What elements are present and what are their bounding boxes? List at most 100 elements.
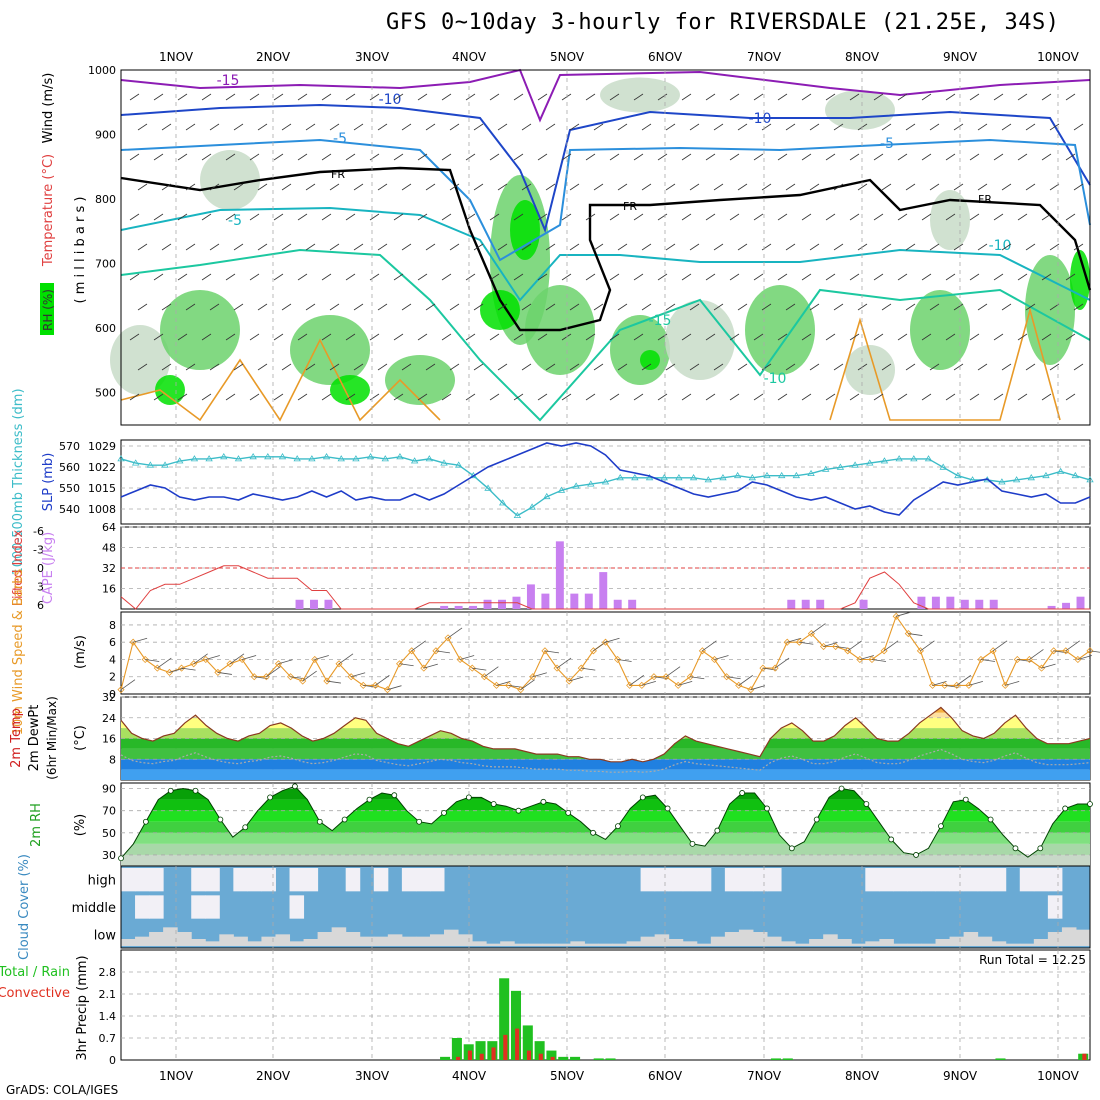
wind-barb: [545, 183, 556, 191]
wind-barb: [377, 243, 388, 251]
cloud-high-clear: [921, 868, 937, 892]
rh-marker: [590, 829, 596, 836]
cloud-low-bar: [767, 936, 782, 946]
wind-barb-10m: [314, 655, 329, 660]
wind-barb: [945, 93, 956, 101]
cloud-low-bar: [598, 943, 614, 946]
wind-barb: [497, 363, 508, 371]
cloud-middle-clear: [135, 895, 150, 919]
wind-barb: [857, 243, 868, 251]
wind-barb: [609, 93, 620, 101]
wind-barb: [849, 93, 860, 101]
rh-line: [120, 785, 1090, 859]
cloud-high-clear: [935, 868, 951, 892]
cloud-low-bar: [991, 941, 1007, 946]
wind-barb: [449, 243, 460, 251]
wind-speed-marker: [492, 681, 501, 689]
wind-barb: [593, 243, 604, 251]
cloud-low-bar: [935, 939, 951, 946]
thickness-marker: [851, 461, 859, 468]
wind-barb-10m: [338, 653, 354, 665]
wind-barb: [905, 123, 916, 131]
wind-barb: [785, 183, 796, 191]
wind-barb: [329, 183, 340, 191]
rh-field: [665, 300, 735, 380]
cloud-high-clear: [205, 868, 220, 892]
wind-speed-marker: [529, 673, 537, 681]
rh-field: [200, 150, 260, 210]
wind-barb: [657, 333, 668, 341]
wind-speed-marker: [965, 681, 973, 689]
wind-barb: [929, 363, 940, 371]
wind-barb: [537, 333, 548, 341]
wind-speed-marker: [1050, 647, 1058, 655]
wind-barb: [777, 393, 788, 401]
lifted-tick-label: -6: [33, 525, 44, 538]
precip-convective-bar: [467, 1050, 472, 1060]
wind-barb: [929, 303, 940, 311]
thickness-marker: [792, 471, 801, 479]
thickness-marker: [924, 455, 933, 462]
rh-marker: [689, 840, 696, 847]
wind-speed-marker: [977, 655, 985, 664]
wind-barb-10m: [447, 627, 463, 639]
wind-speed-marker: [505, 681, 513, 689]
rh-unit-label: (%): [73, 814, 88, 837]
wind-barb: [761, 363, 772, 371]
wind-barb: [441, 273, 452, 281]
wind-barb: [273, 333, 284, 341]
wind-barb: [321, 213, 332, 221]
wind-barb-10m: [908, 633, 923, 636]
cloud-high-clear: [289, 868, 305, 892]
cloud-low-bar: [963, 932, 979, 946]
wind-barb: [497, 243, 508, 251]
day-label-top: 3NOV: [355, 50, 390, 64]
wind-barb: [441, 393, 452, 401]
wind-barb: [393, 213, 404, 221]
wind-barb: [473, 183, 484, 191]
wind-barb-10m: [787, 637, 802, 643]
cape-bar: [628, 599, 637, 609]
rh-field: [160, 290, 240, 370]
wind-speed-marker: [250, 673, 258, 681]
wind-barb-10m: [968, 680, 983, 686]
thickness-marker: [117, 455, 125, 462]
rh-marker: [813, 816, 820, 823]
pressure-tick-label: 500: [95, 387, 116, 400]
wind-barb: [177, 93, 188, 101]
cloud-low-bar: [359, 936, 375, 946]
cape-bar: [454, 605, 463, 609]
wind-barb: [249, 93, 260, 101]
cape-bar: [555, 541, 564, 609]
wind-barb: [737, 363, 748, 371]
temp-band: [121, 769, 1090, 780]
wind-barb: [569, 243, 580, 251]
cloud-low-bar: [949, 936, 965, 946]
wind-barb: [449, 183, 460, 191]
wind-speed-marker: [274, 660, 283, 668]
wind-barb: [513, 333, 524, 341]
wind-barb: [953, 123, 964, 131]
wind-barb-10m: [859, 655, 874, 660]
wind-barb: [425, 123, 436, 131]
temp-axis-label: 2m Temp: [9, 708, 24, 768]
slp-tick-label: 1008: [88, 503, 116, 516]
thickness-marker: [131, 459, 140, 466]
cloud-high-clear: [429, 868, 445, 892]
wind-barb: [713, 363, 724, 371]
wind-barb: [369, 393, 380, 401]
rh-marker: [863, 801, 870, 807]
cloud-low-bar: [275, 934, 291, 946]
precip-total-bar: [522, 1025, 533, 1060]
wind-barb: [201, 153, 212, 161]
cloud-high-clear: [1047, 868, 1063, 892]
wind-barb: [201, 393, 212, 401]
cloud-low-bar: [500, 941, 515, 946]
wind-barb: [129, 393, 140, 401]
rh-marker: [217, 816, 224, 823]
wind-barb: [545, 243, 556, 251]
thickness-marker: [176, 457, 184, 464]
wind-barb: [465, 153, 476, 161]
wind-barb: [593, 183, 604, 191]
wind-barb: [977, 243, 988, 251]
